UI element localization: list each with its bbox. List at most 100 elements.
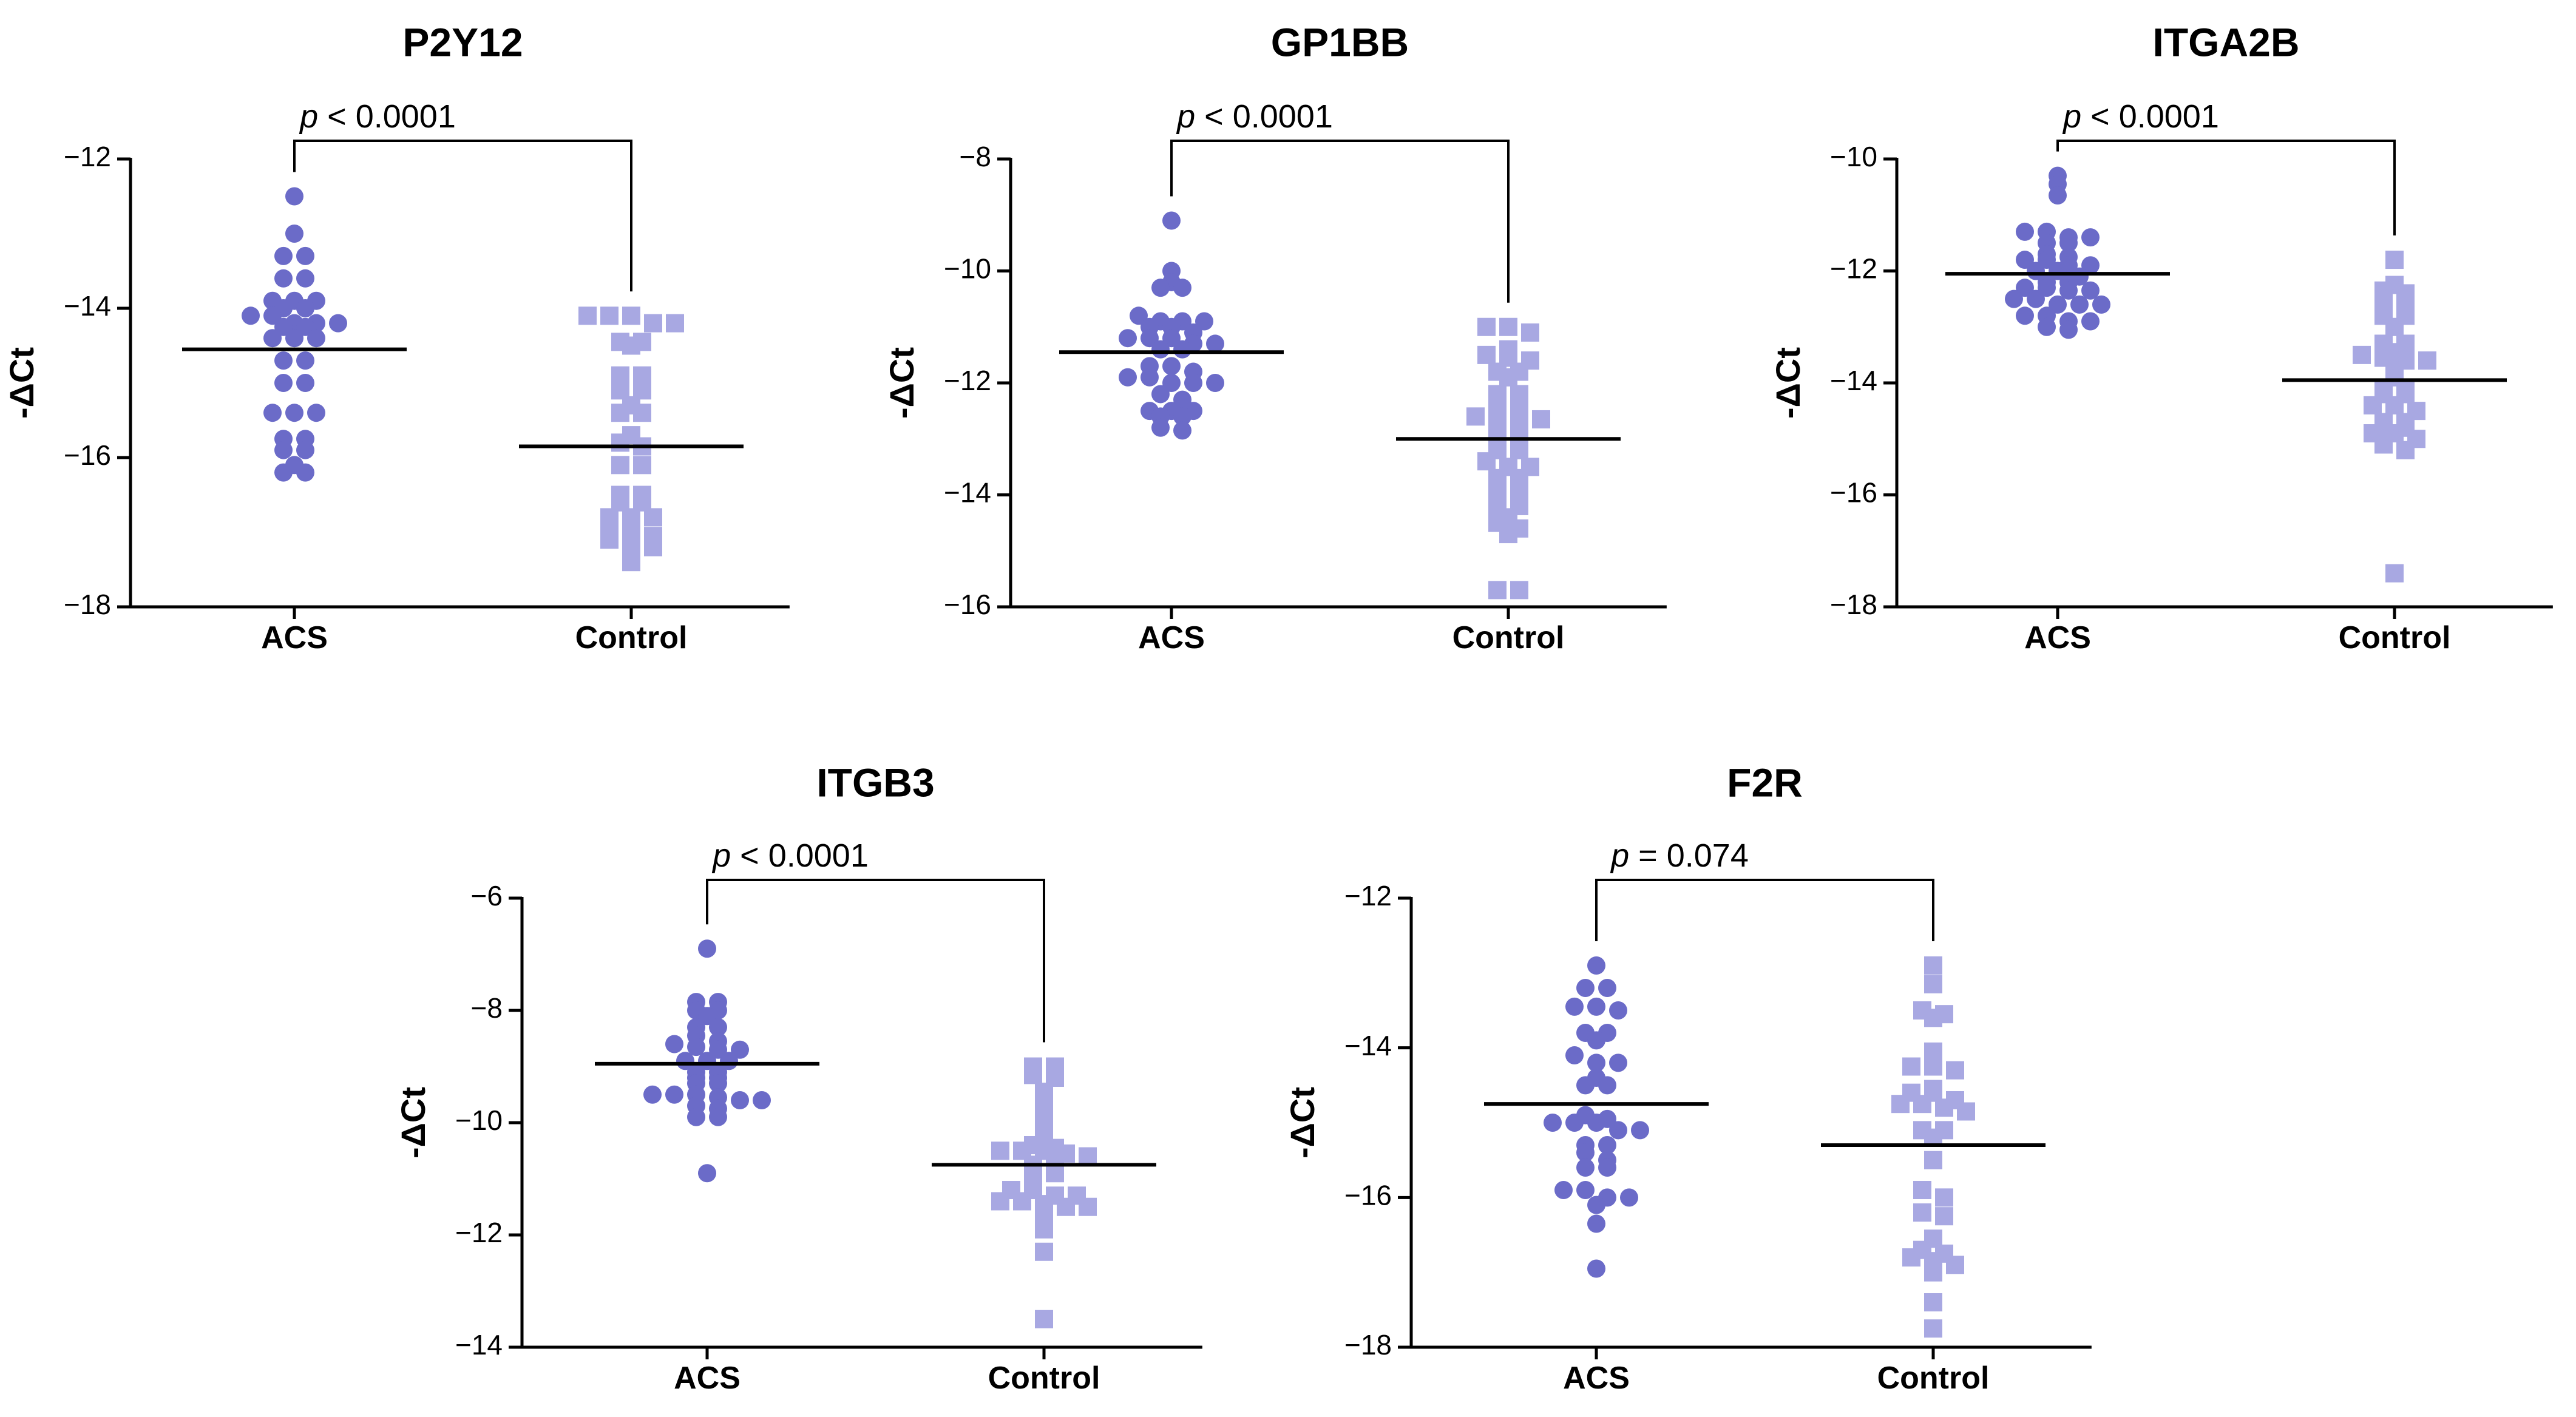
data-point-control xyxy=(1035,1085,1053,1104)
panel-title: ITGB3 xyxy=(816,760,934,805)
y-tick-label: −16 xyxy=(944,589,991,620)
data-point-control xyxy=(1079,1197,1097,1216)
data-point-acs xyxy=(1206,374,1224,392)
data-point-acs xyxy=(1576,979,1595,997)
y-tick-label: −10 xyxy=(455,1104,503,1136)
data-point-acs xyxy=(2070,295,2089,314)
y-axis-title: -ΔCt xyxy=(394,1087,432,1158)
data-point-acs xyxy=(2027,289,2045,308)
data-point-acs xyxy=(296,317,314,336)
data-point-acs xyxy=(274,441,293,459)
data-point-acs xyxy=(274,317,293,336)
data-point-acs xyxy=(1554,1181,1573,1199)
data-point-control xyxy=(2396,289,2415,308)
data-point-acs xyxy=(1565,1046,1584,1064)
data-point-acs xyxy=(1141,329,1159,348)
data-point-control xyxy=(1499,368,1517,387)
p-value-label: p < 0.0001 xyxy=(299,98,456,135)
data-point-control xyxy=(1057,1197,1075,1216)
x-category-label: Control xyxy=(575,620,688,655)
y-tick-label: −14 xyxy=(455,1329,503,1361)
data-point-control xyxy=(1946,1061,1964,1080)
data-point-acs xyxy=(2016,306,2034,325)
data-point-acs xyxy=(753,1091,771,1109)
data-point-control xyxy=(2396,441,2415,459)
data-point-acs xyxy=(698,1007,716,1026)
data-point-acs xyxy=(1173,421,1191,440)
y-tick-label: −16 xyxy=(1830,477,1877,509)
data-point-control xyxy=(1488,480,1507,499)
data-point-control xyxy=(600,530,619,549)
y-axis-title: -ΔCt xyxy=(1769,347,1807,419)
data-point-control xyxy=(1521,323,1539,342)
y-tick-label: −16 xyxy=(1344,1179,1392,1211)
data-point-control xyxy=(1924,1319,1942,1338)
data-point-control xyxy=(1924,1057,1942,1076)
data-point-acs xyxy=(643,1085,662,1104)
data-point-control xyxy=(1510,385,1528,404)
data-point-acs xyxy=(731,1040,749,1059)
data-point-control xyxy=(1935,1188,1953,1207)
data-point-acs xyxy=(296,374,314,392)
data-point-control xyxy=(1946,1256,1964,1274)
y-axis-title: -ΔCt xyxy=(2,347,41,419)
data-point-acs xyxy=(1609,1053,1627,1072)
data-point-acs xyxy=(2038,279,2056,297)
y-tick-label: −18 xyxy=(1830,589,1877,620)
data-point-acs xyxy=(1587,997,1605,1016)
y-tick-label: −14 xyxy=(1344,1030,1392,1061)
data-point-acs xyxy=(1576,1158,1595,1177)
data-point-acs xyxy=(1130,306,1148,325)
chart-panel-itgb3: ITGB3 −6 −8 −10 −12 −14 ACS Control -ΔCt p < 0.00… xyxy=(394,760,1202,1396)
data-point-acs xyxy=(1173,390,1191,409)
x-category-label: ACS xyxy=(261,620,328,655)
data-point-control xyxy=(1935,1098,1953,1117)
p-value-label: p = 0.074 xyxy=(1610,837,1749,874)
significance-bracket xyxy=(293,140,632,292)
data-point-acs xyxy=(1587,1214,1605,1233)
data-point-control xyxy=(1013,1192,1031,1211)
chart-panel-f2r: F2R −12 −14 −16 −18 ACS Control -ΔCt p = 0.074 xyxy=(1283,760,2092,1396)
data-point-control xyxy=(1924,1293,1942,1311)
data-point-control xyxy=(2374,435,2393,454)
data-point-acs xyxy=(1195,312,1213,331)
data-point-control xyxy=(611,404,629,422)
significance-bracket xyxy=(706,879,1045,1043)
data-point-control xyxy=(1488,407,1507,426)
data-point-acs xyxy=(263,404,282,422)
x-category-label: ACS xyxy=(1138,620,1205,655)
data-point-acs xyxy=(709,1108,727,1126)
data-point-control xyxy=(1891,1095,1910,1114)
data-point-control xyxy=(1488,385,1507,404)
y-axis-title: -ΔCt xyxy=(1283,1087,1321,1158)
data-point-acs xyxy=(1620,1188,1638,1207)
data-point-control xyxy=(633,404,651,422)
data-point-acs xyxy=(731,1091,749,1109)
x-category-label: ACS xyxy=(2024,620,2091,655)
data-point-acs xyxy=(2081,312,2100,331)
data-point-control xyxy=(611,456,629,475)
data-point-acs xyxy=(698,1164,716,1183)
data-point-acs xyxy=(1587,1114,1605,1132)
data-point-control xyxy=(1477,317,1496,336)
data-point-acs xyxy=(1206,334,1224,353)
data-point-acs xyxy=(2049,186,2067,205)
y-tick-label: −12 xyxy=(1344,880,1392,911)
data-point-control xyxy=(2385,564,2404,583)
data-point-acs xyxy=(263,306,282,325)
data-point-acs xyxy=(1162,374,1181,392)
data-point-acs xyxy=(1587,1031,1605,1050)
data-point-acs xyxy=(1565,1114,1584,1132)
data-point-control xyxy=(1499,525,1517,544)
significance-bracket xyxy=(2056,140,2396,236)
data-point-control xyxy=(1913,1181,1931,1199)
x-category-label: Control xyxy=(1877,1361,1990,1396)
data-point-acs xyxy=(2059,281,2078,300)
data-point-acs xyxy=(1598,979,1616,997)
data-point-control xyxy=(1913,1203,1931,1222)
data-point-control xyxy=(991,1141,1009,1160)
data-point-acs xyxy=(1587,1259,1605,1278)
y-tick-label: −16 xyxy=(64,439,111,471)
data-point-acs xyxy=(2016,279,2034,297)
data-point-acs xyxy=(2081,256,2100,275)
